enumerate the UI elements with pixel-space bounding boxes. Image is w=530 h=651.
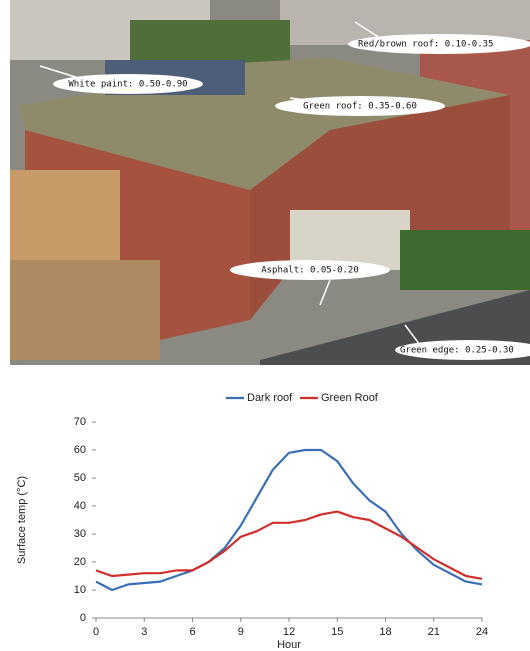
x-tick-label: 24 (476, 626, 488, 638)
x-axis-label: Hour (277, 639, 301, 651)
x-tick-label: 21 (428, 626, 440, 638)
series-line (95, 448, 483, 592)
legend-label: Dark roof (247, 392, 293, 404)
y-tick-label: 50 (74, 472, 86, 484)
photo-label: Green roof: 0.35-0.60 (303, 102, 417, 112)
y-tick-label: 70 (74, 416, 86, 428)
y-tick-label: 10 (74, 584, 86, 596)
y-tick-label: 60 (74, 444, 86, 456)
photo: Red/brown roof: 0.10-0.35 White paint: 0… (10, 0, 530, 365)
legend-label: Green Roof (321, 392, 379, 404)
photo-label: Green edge: 0.25-0.30 (400, 346, 514, 356)
x-tick-label: 9 (238, 626, 244, 638)
x-tick-label: 15 (331, 626, 343, 638)
photo-label: Asphalt: 0.05-0.20 (261, 266, 359, 276)
y-axis-label: Surface temp (°C) (16, 476, 28, 564)
photo-label: Red/brown roof: 0.10-0.35 (358, 40, 493, 50)
y-tick-label: 20 (74, 556, 86, 568)
x-tick-label: 6 (189, 626, 195, 638)
series-line (95, 510, 483, 580)
y-tick-label: 0 (80, 612, 86, 624)
x-tick-label: 3 (141, 626, 147, 638)
y-tick-label: 40 (74, 500, 86, 512)
x-tick-label: 18 (379, 626, 391, 638)
x-tick-label: 0 (93, 626, 99, 638)
photo-label: White paint: 0.50-0.90 (68, 80, 187, 90)
y-tick-label: 30 (74, 528, 86, 540)
x-tick-label: 12 (283, 626, 295, 638)
